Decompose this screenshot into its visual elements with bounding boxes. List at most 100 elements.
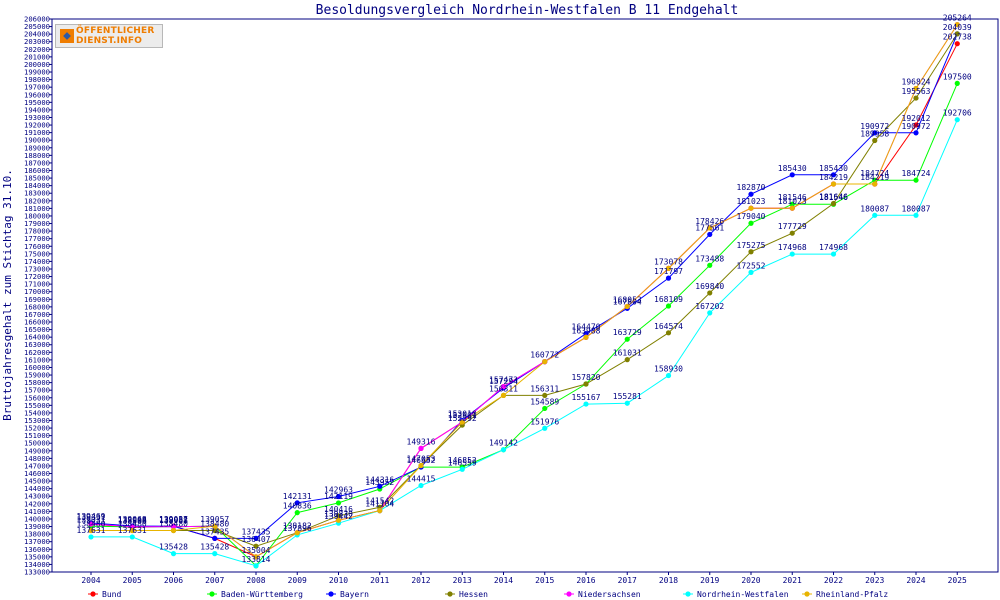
x-axis: 2004 2005 2006 2007 2008 2009 2010 2011 2012 2013… — [81, 572, 967, 585]
x-tick-label: 2005 — [123, 576, 142, 585]
data-point — [335, 500, 342, 506]
legend-label: Baden-Württemberg — [221, 590, 303, 599]
data-label: 137631 — [118, 526, 147, 535]
y-tick-label: 192000 — [24, 121, 50, 130]
y-tick-label: 190000 — [24, 136, 50, 145]
data-point — [872, 212, 878, 218]
legend-label: Nordrhein-Westfalen — [697, 590, 789, 599]
y-tick-label: 189000 — [24, 143, 50, 152]
data-point — [170, 527, 177, 534]
logo-text: ÖFFENTLICHER DIENST.INFO — [76, 26, 154, 46]
y-tick-label: 141000 — [24, 507, 50, 516]
x-tick-label: 2024 — [906, 576, 925, 585]
data-point — [335, 493, 342, 500]
legend-swatch-marker — [566, 591, 572, 597]
y-tick-label: 196000 — [24, 90, 50, 99]
data-point — [212, 535, 218, 542]
y-tick-label: 162000 — [24, 348, 50, 357]
data-point — [583, 334, 589, 340]
data-label: 196824 — [902, 78, 931, 87]
series-line — [91, 33, 958, 547]
data-label: 157294 — [489, 377, 518, 386]
data-label: 135428 — [159, 543, 188, 552]
y-tick-label: 177000 — [24, 234, 50, 243]
data-label: 141542 — [365, 496, 394, 505]
data-label: 181546 — [819, 193, 848, 202]
y-tick-label: 159000 — [24, 371, 50, 380]
legend-item: Rheinland-Pfalz — [802, 590, 888, 599]
x-tick-label: 2012 — [411, 576, 430, 585]
data-label: 181023 — [737, 197, 766, 206]
data-point — [542, 392, 548, 399]
legend-item: Hessen — [445, 590, 488, 599]
data-label: 138968 — [118, 516, 147, 525]
publisher-logo: ÖFFENTLICHER DIENST.INFO — [55, 24, 163, 48]
data-label: 139331 — [77, 513, 106, 522]
legend-swatch-marker — [328, 591, 334, 597]
data-point — [624, 336, 630, 342]
data-label: 192706 — [943, 109, 972, 118]
data-point — [253, 543, 259, 549]
data-point — [748, 205, 754, 211]
x-tick-label: 2013 — [453, 576, 472, 585]
data-point — [583, 381, 589, 387]
data-point — [830, 181, 837, 187]
data-point — [88, 534, 94, 540]
data-point — [707, 231, 713, 238]
data-label: 160772 — [530, 351, 559, 360]
data-label: 184219 — [860, 173, 889, 182]
x-tick-label: 2010 — [329, 576, 348, 585]
data-point — [129, 524, 135, 530]
data-label: 135004 — [242, 546, 271, 555]
data-point — [789, 201, 795, 207]
x-tick-label: 2011 — [370, 576, 389, 585]
y-tick-label: 143000 — [24, 492, 50, 501]
data-point — [913, 122, 919, 128]
y-tick-label: 149000 — [24, 446, 50, 455]
y-tick-label: 142000 — [24, 499, 50, 508]
logo-text-line2: DIENST.INFO — [76, 36, 143, 46]
data-point — [830, 200, 837, 207]
data-point — [294, 510, 300, 516]
legend-swatch-marker — [447, 591, 453, 597]
y-tick-label: 175000 — [24, 249, 50, 258]
data-point — [624, 400, 630, 406]
data-point — [665, 372, 672, 379]
data-label: 174968 — [819, 243, 848, 252]
y-tick-label: 163000 — [24, 340, 50, 349]
y-tick-label: 180000 — [24, 211, 50, 220]
data-label: 163988 — [572, 326, 601, 335]
data-labels: 1393311390311394691384801376311388881389… — [77, 14, 972, 564]
data-point — [377, 483, 383, 489]
y-tick-label: 135000 — [24, 552, 50, 561]
data-label: 192012 — [902, 114, 931, 123]
x-tick-label: 2020 — [741, 576, 760, 585]
data-label: 195563 — [902, 87, 931, 96]
data-point — [830, 172, 837, 178]
data-point — [624, 303, 630, 310]
data-label: 167202 — [695, 302, 724, 311]
data-point — [913, 130, 919, 136]
y-tick-label: 139000 — [24, 522, 50, 531]
data-label: 139031 — [77, 515, 106, 524]
data-label: 204039 — [943, 23, 972, 32]
data-label: 144316 — [365, 475, 394, 484]
data-label: 137435 — [242, 527, 271, 536]
data-label: 178426 — [695, 217, 724, 226]
data-point — [500, 384, 507, 390]
x-tick-label: 2014 — [494, 576, 513, 585]
data-label: 168053 — [613, 295, 642, 304]
y-tick-label: 184000 — [24, 181, 50, 190]
y-tick-label: 136000 — [24, 545, 50, 554]
x-tick-label: 2018 — [659, 576, 678, 585]
data-point — [872, 137, 878, 144]
y-tick-label: 186000 — [24, 166, 50, 175]
legend-item: Niedersachsen — [564, 590, 641, 599]
x-tick-label: 2007 — [205, 576, 224, 585]
data-point — [335, 513, 342, 519]
data-label: 202738 — [943, 33, 972, 42]
y-tick-label: 201000 — [24, 52, 50, 61]
data-label: 156311 — [489, 384, 518, 393]
